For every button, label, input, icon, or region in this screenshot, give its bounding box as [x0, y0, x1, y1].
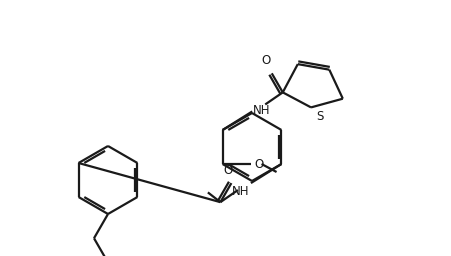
Text: O: O — [261, 54, 270, 67]
Text: O: O — [254, 157, 263, 170]
Text: O: O — [223, 164, 233, 177]
Text: S: S — [315, 110, 322, 123]
Text: NH: NH — [253, 104, 270, 117]
Text: NH: NH — [231, 185, 249, 198]
